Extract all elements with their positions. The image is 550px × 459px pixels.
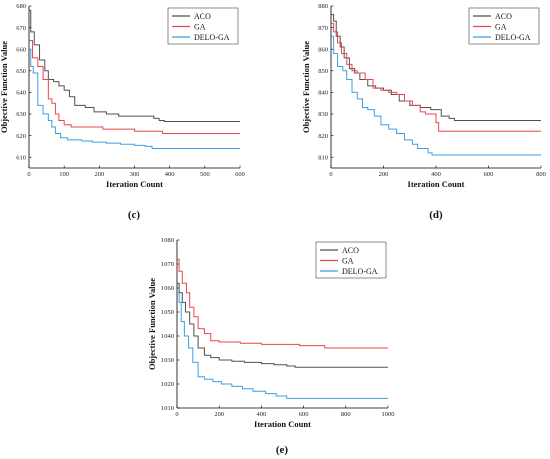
y-tick-label: 880 — [318, 3, 328, 10]
legend-label: GA — [194, 22, 206, 31]
series-line-delo-ga — [331, 35, 541, 156]
x-tick-label: 300 — [130, 171, 140, 178]
y-tick-label: 650 — [16, 68, 26, 75]
legend-label: GA — [495, 22, 507, 31]
chart-panel-2: 0 200 400 600 800 810 820 830 840 850 860 870 880 Ite… — [301, 3, 546, 221]
x-tick-label: 100 — [59, 171, 69, 178]
series-line-aco — [29, 9, 240, 123]
legend-label: ACO — [194, 12, 211, 21]
y-tick-label: 630 — [16, 111, 26, 118]
y-axis-label: Objective Function Value — [147, 278, 157, 370]
legend-label: GA — [342, 256, 354, 265]
series-line-ga — [29, 40, 240, 134]
x-axis-label: Iteration Count — [254, 419, 311, 429]
x-tick-label: 0 — [329, 171, 332, 178]
y-tick-label: 1020 — [161, 381, 174, 388]
y-tick-label: 830 — [318, 111, 328, 118]
x-tick-label: 0 — [175, 411, 178, 418]
x-tick-label: 600 — [299, 411, 309, 418]
x-tick-label: 600 — [235, 171, 245, 178]
y-tick-label: 680 — [16, 3, 26, 10]
series-line-ga — [331, 22, 541, 132]
y-tick-label: 620 — [16, 133, 26, 140]
y-tick-label: 810 — [318, 154, 328, 161]
x-tick-label: 400 — [165, 171, 175, 178]
series-line-delo-ga — [29, 48, 240, 150]
legend-label: DELO-GA — [194, 33, 230, 42]
y-tick-label: 1070 — [161, 261, 174, 268]
x-tick-label: 200 — [379, 171, 389, 178]
panel-label: (d) — [429, 209, 443, 221]
y-tick-label: 1010 — [161, 405, 174, 412]
legend-label: ACO — [495, 12, 512, 21]
y-tick-label: 870 — [318, 25, 328, 32]
x-tick-label: 800 — [536, 171, 546, 178]
y-tick-label: 1030 — [161, 357, 174, 364]
x-axis-label: Iteration Count — [408, 179, 465, 189]
x-tick-label: 800 — [341, 411, 351, 418]
y-tick-label: 610 — [16, 154, 26, 161]
y-tick-label: 820 — [318, 133, 328, 140]
series-line-delo-ga — [177, 292, 388, 399]
panel-label: (e) — [276, 444, 289, 456]
series-line-ga — [177, 258, 388, 349]
y-tick-label: 840 — [318, 90, 328, 97]
y-tick-label: 660 — [16, 46, 26, 53]
legend-label: DELO-GA — [495, 33, 531, 42]
y-tick-label: 850 — [318, 68, 328, 75]
x-tick-label: 200 — [94, 171, 104, 178]
y-tick-label: 670 — [16, 25, 26, 32]
y-tick-label: 860 — [318, 46, 328, 53]
legend-label: DELO-GA — [342, 267, 378, 276]
chart-panel-1: 0 100 200 300 400 500 600 610 620 630 640 650 660 670… — [0, 3, 245, 221]
panel-label: (c) — [128, 209, 141, 221]
y-tick-label: 1050 — [161, 309, 174, 316]
x-tick-label: 600 — [484, 171, 494, 178]
y-tick-label: 1080 — [161, 237, 174, 244]
y-axis-label: Objective Function Value — [301, 41, 311, 133]
x-tick-label: 500 — [200, 171, 210, 178]
series-line-aco — [177, 282, 388, 368]
x-tick-label: 0 — [27, 171, 30, 178]
y-tick-label: 640 — [16, 90, 26, 97]
x-axis-label: Iteration Count — [106, 179, 163, 189]
legend-label: ACO — [342, 246, 359, 255]
chart-panel-3: 0 200 400 600 800 1000 1010 1020 1030 1040 1050 106… — [147, 237, 395, 456]
x-tick-label: 400 — [431, 171, 441, 178]
y-tick-label: 1060 — [161, 285, 174, 292]
x-tick-label: 200 — [214, 411, 224, 418]
y-axis-label: Objective Function Value — [0, 41, 9, 133]
y-tick-label: 1040 — [161, 333, 174, 340]
x-tick-label: 400 — [257, 411, 267, 418]
x-tick-label: 1000 — [382, 411, 395, 418]
